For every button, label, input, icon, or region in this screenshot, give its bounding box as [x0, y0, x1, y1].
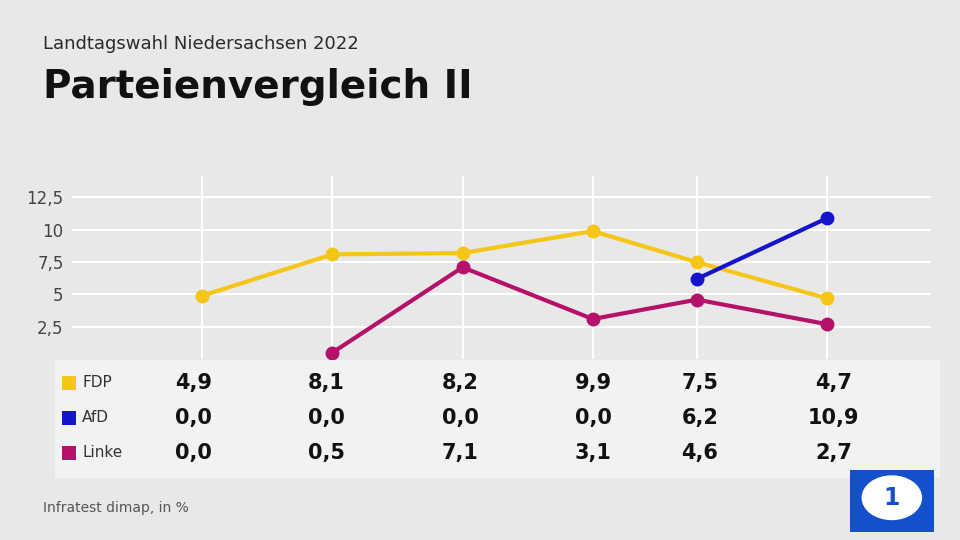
Text: 0,0: 0,0 [175, 443, 212, 463]
Text: Parteienvergleich II: Parteienvergleich II [43, 68, 473, 105]
Text: 0,0: 0,0 [308, 408, 345, 428]
Bar [62, 411, 76, 425]
Text: 1: 1 [883, 486, 900, 510]
Text: 8,1: 8,1 [308, 373, 345, 393]
Text: Linke: Linke [82, 446, 122, 461]
FancyBboxPatch shape [846, 467, 938, 535]
Text: 7,5: 7,5 [682, 373, 718, 393]
Text: 6,2: 6,2 [682, 408, 718, 428]
Text: 0,0: 0,0 [442, 408, 478, 428]
Bar [62, 376, 76, 390]
Text: FDP: FDP [82, 375, 111, 390]
Text: 3,1: 3,1 [575, 443, 612, 463]
Text: 0,0: 0,0 [575, 408, 612, 428]
Text: 0,5: 0,5 [308, 443, 346, 463]
Text: 2,7: 2,7 [815, 443, 852, 463]
Text: Infratest dimap, in %: Infratest dimap, in % [43, 501, 189, 515]
Circle shape [862, 476, 922, 519]
Text: 4,9: 4,9 [175, 373, 212, 393]
Text: Landtagswahl Niedersachsen 2022: Landtagswahl Niedersachsen 2022 [43, 35, 359, 53]
Text: 7,1: 7,1 [442, 443, 478, 463]
Text: 10,9: 10,9 [807, 408, 859, 428]
Text: 8,2: 8,2 [442, 373, 478, 393]
Bar [62, 446, 76, 460]
Text: AfD: AfD [82, 410, 109, 426]
Text: 0,0: 0,0 [175, 408, 212, 428]
Text: 4,7: 4,7 [815, 373, 852, 393]
Text: 4,6: 4,6 [682, 443, 718, 463]
Text: 9,9: 9,9 [575, 373, 612, 393]
